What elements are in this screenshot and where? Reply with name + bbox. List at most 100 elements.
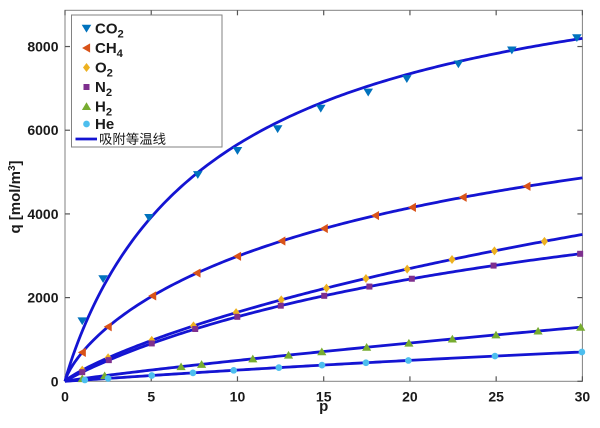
- data-point-O2: [448, 254, 456, 264]
- legend-box: [71, 14, 223, 148]
- data-point-N2: [105, 357, 112, 364]
- cjk-glyph: [153, 132, 166, 145]
- x-tick-label: 5: [147, 388, 155, 404]
- data-point-N2: [490, 262, 497, 269]
- x-tick-label: 10: [230, 388, 246, 404]
- data-point-H2: [317, 347, 327, 356]
- legend-marker-He: [83, 120, 90, 128]
- legend-label-formula: O: [95, 60, 107, 77]
- data-point-CO2: [272, 125, 283, 134]
- cjk-glyph: [139, 132, 153, 145]
- legend-label-CO2: CO2: [95, 21, 124, 41]
- data-point-He: [230, 366, 238, 374]
- data-point-O2: [403, 264, 411, 274]
- data-point-CH4: [77, 347, 86, 357]
- x-tick-label: 20: [402, 388, 418, 404]
- legend-label-subscript: 2: [106, 87, 112, 99]
- data-point-CH4: [407, 202, 416, 212]
- y-tick-label: 2000: [27, 290, 58, 306]
- data-point-N2: [192, 325, 199, 332]
- legend-marker-CO2: [81, 24, 92, 33]
- data-point-O2: [362, 273, 370, 283]
- legend-marker-CH4: [82, 43, 91, 53]
- legend-label-O2: O2: [95, 60, 113, 80]
- data-point-CH4: [103, 322, 112, 332]
- data-point-H2: [362, 343, 372, 351]
- data-point-He: [405, 357, 412, 364]
- data-point-He: [578, 348, 586, 356]
- y-axis-label-superscript: 3: [7, 165, 18, 171]
- data-point-CO2: [507, 46, 517, 55]
- data-point-He: [104, 375, 112, 382]
- data-point-O2: [277, 295, 285, 305]
- y-tick-label: 4000: [27, 206, 58, 222]
- legend-label-subscript: 2: [118, 28, 124, 40]
- data-point-H2: [576, 323, 586, 331]
- y-axis-label-text: q [mol/m: [7, 171, 24, 234]
- data-point-O2: [540, 236, 548, 246]
- legend-label-formula: CH: [95, 40, 117, 57]
- data-point-CO2: [98, 275, 108, 284]
- x-tick-label: 0: [61, 388, 69, 404]
- data-point-N2: [408, 275, 415, 282]
- legend-label-subscript: 4: [117, 48, 124, 60]
- legend-label-He: He: [95, 116, 114, 133]
- data-point-H2: [283, 350, 294, 359]
- data-point-H2: [176, 362, 186, 371]
- y-axis-label-bracket: ]: [7, 160, 24, 165]
- data-point-N2: [577, 250, 584, 257]
- x-tick-label: 30: [575, 388, 591, 404]
- data-point-CH4: [522, 181, 531, 191]
- data-point-O2: [490, 246, 498, 256]
- legend-label-subscript: 2: [107, 67, 113, 79]
- legend-label-formula: N: [95, 79, 106, 96]
- data-point-O2: [322, 283, 330, 293]
- cjk-glyph: [113, 132, 126, 145]
- data-point-CO2: [572, 34, 582, 43]
- data-point-H2: [404, 338, 414, 347]
- isotherm-line-O2: [64, 233, 583, 383]
- legend-label-formula: H: [95, 99, 106, 116]
- data-point-CH4: [148, 291, 157, 301]
- data-point-He: [362, 359, 370, 367]
- data-point-CO2: [232, 147, 243, 155]
- data-point-CO2: [453, 60, 464, 69]
- data-point-CO2: [315, 104, 326, 113]
- legend-label-N2: N2: [95, 79, 112, 99]
- legend-label-formula: CO: [95, 21, 118, 38]
- data-point-CH4: [319, 223, 328, 234]
- data-point-CH4: [277, 236, 286, 246]
- data-point-CO2: [192, 171, 203, 179]
- data-point-He: [189, 369, 197, 377]
- data-point-He: [81, 376, 89, 384]
- legend-marker-H2: [81, 102, 92, 110]
- data-point-CO2: [144, 213, 154, 222]
- data-point-He: [275, 364, 283, 371]
- y-tick-label: 6000: [27, 122, 58, 138]
- data-point-H2: [447, 334, 457, 343]
- legend-label-isotherm: [100, 132, 166, 145]
- x-axis-label: p: [319, 398, 328, 415]
- y-axis-label: q [mol/m3]: [7, 160, 24, 233]
- data-point-H2: [491, 330, 501, 339]
- cjk-glyph: [100, 133, 112, 145]
- legend-label-subscript: 2: [106, 106, 112, 118]
- data-point-CO2: [77, 317, 88, 326]
- data-point-CH4: [458, 192, 467, 202]
- legend-label-formula: He: [95, 116, 114, 133]
- data-point-CH4: [192, 268, 201, 278]
- data-point-N2: [366, 283, 373, 290]
- data-point-CH4: [233, 251, 242, 261]
- data-point-He: [318, 361, 326, 369]
- data-point-H2: [248, 354, 258, 363]
- y-tick-label: 0: [51, 373, 59, 389]
- data-point-He: [491, 352, 499, 360]
- cjk-glyph: [126, 132, 139, 145]
- legend-label-CH4: CH4: [95, 40, 124, 60]
- x-tick-label: 25: [488, 388, 504, 404]
- data-point-N2: [79, 369, 86, 376]
- data-point-N2: [277, 302, 284, 309]
- legend-marker-N2: [83, 84, 90, 90]
